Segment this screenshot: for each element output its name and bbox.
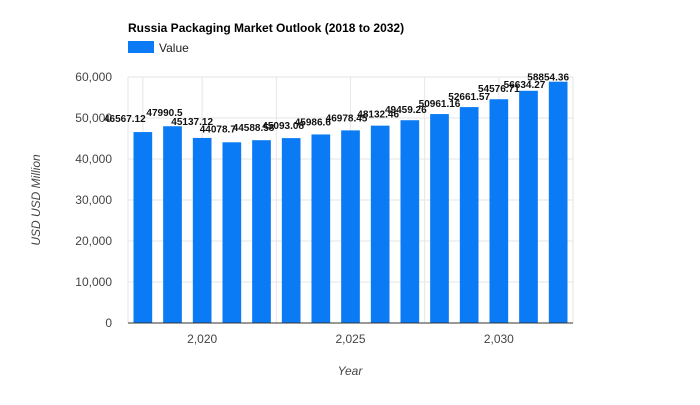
- bar-2018: [133, 132, 153, 323]
- x-axis-ticks: 2,020 2,025 2,030: [187, 332, 514, 346]
- data-label-2031: 56634.27: [504, 80, 546, 91]
- bar-2027: [400, 120, 420, 323]
- bar-2028: [430, 114, 449, 324]
- data-label-2029: 52661.57: [448, 92, 490, 103]
- bar-2020: [192, 137, 212, 323]
- chart-title: Russia Packaging Market Outlook (2018 to…: [128, 21, 404, 35]
- bar-2026: [370, 125, 390, 323]
- bar-2025: [341, 130, 360, 323]
- data-label-2026: 48132.46: [357, 110, 399, 121]
- data-label-2023: 45093.08: [262, 121, 304, 132]
- y-tick-label: 40,000: [75, 152, 112, 166]
- legend: Value: [128, 41, 189, 55]
- legend-swatch-value: [128, 41, 154, 53]
- bar-2030: [489, 99, 509, 323]
- y-tick-label: 50,000: [75, 111, 112, 125]
- bar-2019: [163, 126, 182, 323]
- data-label-2020: 45137.12: [171, 117, 213, 128]
- bar-2032: [548, 81, 568, 324]
- data-label-2022: 44588.58: [233, 123, 275, 134]
- bar-2029: [459, 107, 479, 324]
- data-label-2024: 45986.6: [295, 117, 332, 128]
- bar-2021: [222, 142, 242, 323]
- data-label-2032: 58854.36: [527, 73, 569, 84]
- x-tick-label: 2,020: [187, 332, 217, 346]
- bar-2023: [281, 138, 301, 323]
- data-label-2030: 54576.71: [478, 84, 520, 95]
- data-label-2028: 50961.16: [419, 99, 461, 110]
- x-tick-label: 2,030: [484, 332, 514, 346]
- data-label-2021: 44078.7: [200, 124, 237, 135]
- y-axis-ticks: 0 10,000 20,000 30,000 40,000 50,000 60,000: [75, 70, 112, 330]
- bar-2031: [519, 90, 538, 323]
- bar-2022: [252, 140, 271, 323]
- legend-label-value: Value: [159, 41, 189, 55]
- y-axis-title: USD USD Million: [29, 154, 43, 246]
- data-labels: 46567.1247990.545137.1244078.744588.5845…: [104, 73, 569, 136]
- y-tick-label: 30,000: [75, 193, 112, 207]
- data-label-2027: 49459.26: [385, 105, 427, 116]
- x-axis-title: Year: [338, 364, 364, 378]
- data-label-2018: 46567.12: [104, 114, 146, 125]
- bars: [133, 81, 568, 324]
- x-tick-label: 2,025: [335, 332, 365, 346]
- y-tick-label: 20,000: [75, 234, 112, 248]
- data-label-2019: 47990.5: [146, 108, 183, 119]
- y-tick-label: 0: [105, 316, 112, 330]
- y-tick-label: 60,000: [75, 70, 112, 84]
- y-tick-label: 10,000: [75, 275, 112, 289]
- bar-2024: [311, 134, 331, 323]
- data-label-2025: 46978.45: [326, 113, 368, 124]
